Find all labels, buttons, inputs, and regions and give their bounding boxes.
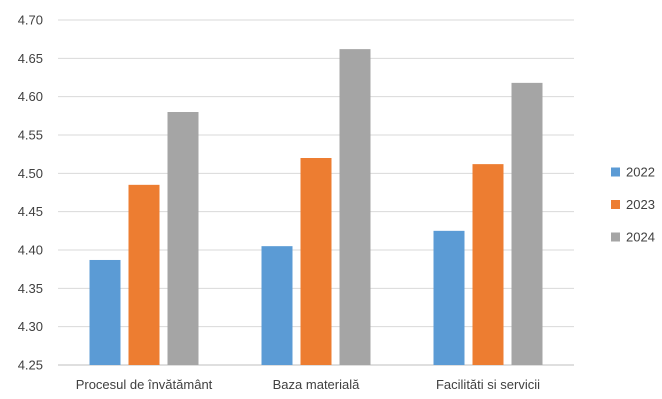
- y-tick-label: 4.45: [18, 204, 43, 219]
- bar-2022-1: [89, 259, 121, 365]
- bar-2024-3: [511, 82, 543, 365]
- legend-swatch-2022: [611, 167, 620, 177]
- bar-2023-1: [128, 184, 160, 365]
- y-tick-label: 4.70: [18, 13, 43, 28]
- x-axis-categories: Procesul de învătământ Baza materială Faci…: [76, 377, 540, 392]
- x-category-label: Procesul de învătământ: [76, 377, 213, 392]
- y-tick-label: 4.25: [18, 358, 43, 373]
- legend-label-2023: 2023: [626, 197, 655, 212]
- legend-label-2024: 2024: [626, 230, 655, 245]
- bars: [89, 49, 543, 366]
- y-tick-label: 4.30: [18, 319, 43, 334]
- y-tick-label: 4.55: [18, 128, 43, 143]
- bar-2022-2: [261, 246, 293, 365]
- legend-swatch-2023: [611, 200, 620, 209]
- bar-2023-3: [472, 164, 504, 365]
- legend-swatch-2024: [611, 232, 620, 242]
- y-tick-label: 4.50: [18, 166, 43, 181]
- bar-2024-1: [167, 112, 199, 365]
- legend: 2022 2023 2024: [611, 165, 655, 245]
- y-tick-label: 4.65: [18, 51, 43, 66]
- y-tick-label: 4.35: [18, 281, 43, 296]
- bar-2022-3: [433, 230, 465, 365]
- legend-label-2022: 2022: [626, 165, 655, 180]
- y-axis-ticks: 4.25 4.30 4.35 4.40 4.45 4.50 4.55 4.60 4.65 4.70: [18, 13, 43, 373]
- bar-2023-2: [300, 158, 332, 365]
- bar-2024-2: [339, 49, 371, 366]
- y-tick-label: 4.40: [18, 243, 43, 258]
- y-tick-label: 4.60: [18, 89, 43, 104]
- x-category-label: Baza materială: [273, 377, 360, 392]
- x-category-label: Facilităti si servicii: [436, 377, 540, 392]
